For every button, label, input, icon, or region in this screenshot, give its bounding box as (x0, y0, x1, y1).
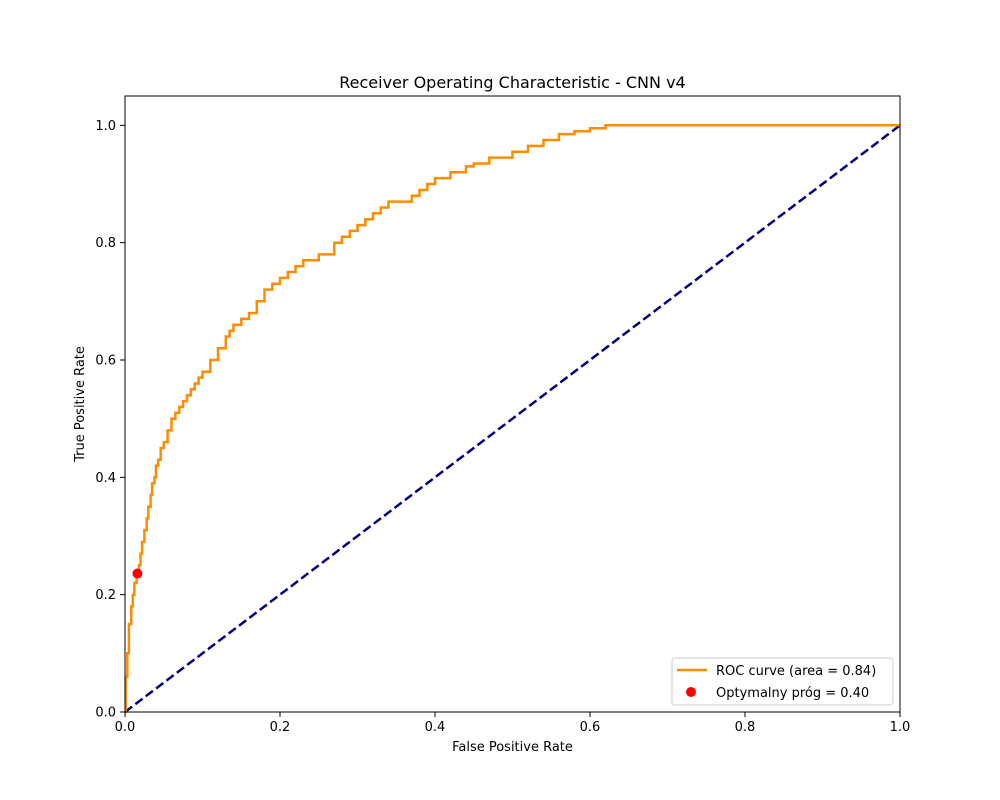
x-tick-label: 0.6 (580, 720, 601, 735)
optimal-threshold-point (132, 568, 143, 579)
legend-threshold-label: Optymalny próg = 0.40 (716, 686, 869, 701)
x-tick-label: 0.8 (735, 720, 756, 735)
plot-area (124, 124, 901, 714)
x-tick-label: 1.0 (890, 720, 911, 735)
y-tick-label: 0.4 (95, 471, 116, 486)
y-tick-label: 0.0 (95, 706, 116, 721)
y-tick-label: 1.0 (95, 119, 116, 134)
legend-box (671, 657, 894, 706)
legend: ROC curve (area = 0.84) Optymalny próg =… (671, 657, 894, 706)
y-axis: 0.0 0.2 0.4 0.6 0.8 1.0 (95, 119, 125, 721)
chance-diagonal-line (124, 124, 901, 713)
y-tick-label: 0.8 (95, 236, 116, 251)
roc-curve-line (124, 124, 900, 714)
x-tick-label: 0.4 (425, 720, 446, 735)
y-tick-label: 0.6 (95, 354, 116, 369)
y-tick-label: 0.2 (95, 588, 116, 603)
y-axis-label: True Positive Rate (73, 346, 88, 463)
x-axis-label: False Positive Rate (452, 740, 573, 755)
legend-roc-label: ROC curve (area = 0.84) (716, 664, 876, 679)
plot-frame (124, 95, 901, 713)
chart-title: Receiver Operating Characteristic - CNN … (339, 73, 685, 92)
x-tick-label: 0.0 (115, 720, 136, 735)
legend-threshold-swatch (686, 687, 696, 697)
x-axis: 0.0 0.2 0.4 0.6 0.8 1.0 (115, 712, 911, 735)
x-tick-label: 0.2 (270, 720, 291, 735)
